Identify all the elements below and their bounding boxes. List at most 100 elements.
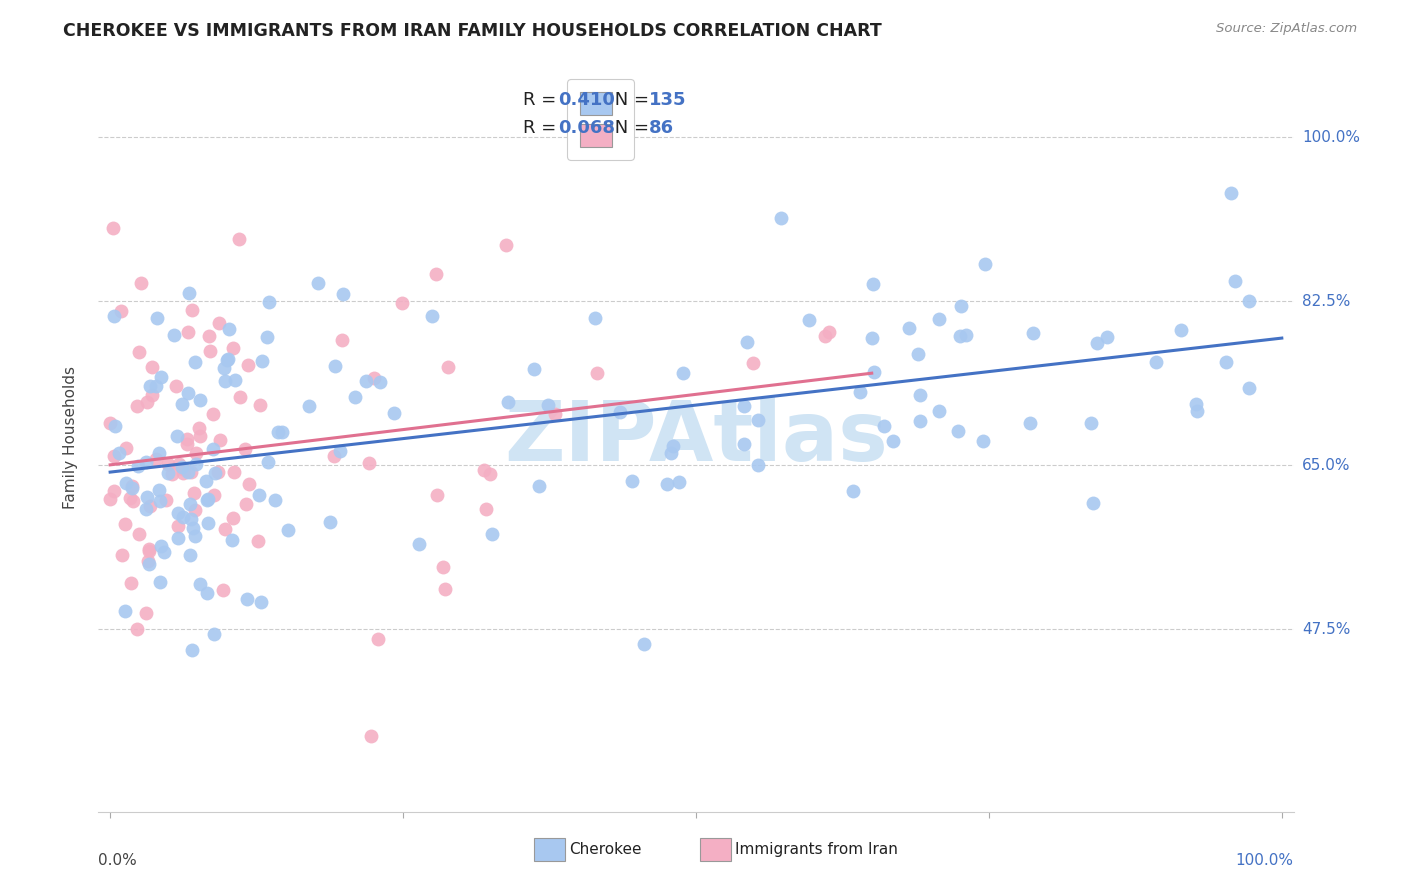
Point xyxy=(128,527,150,541)
Point xyxy=(733,399,755,413)
Point xyxy=(332,287,354,301)
Point xyxy=(498,394,520,409)
Point xyxy=(367,632,389,647)
Point xyxy=(186,457,208,471)
Point xyxy=(114,517,136,532)
Point xyxy=(184,355,207,369)
Point xyxy=(928,311,950,326)
Point xyxy=(863,365,886,379)
Point xyxy=(212,360,235,375)
Point xyxy=(330,333,353,347)
Point xyxy=(733,437,755,451)
Point xyxy=(360,729,382,743)
Point xyxy=(495,237,517,252)
Point xyxy=(363,371,385,385)
Point xyxy=(197,492,219,507)
Point xyxy=(668,475,690,489)
Point xyxy=(620,474,643,488)
Point xyxy=(207,465,229,479)
Point xyxy=(907,347,929,361)
Point xyxy=(247,488,270,502)
Point xyxy=(228,232,250,246)
Point xyxy=(176,466,198,480)
Point xyxy=(120,575,142,590)
Point xyxy=(238,477,260,491)
Point xyxy=(153,545,176,559)
Point xyxy=(741,356,763,370)
Point xyxy=(131,276,153,290)
Point xyxy=(432,559,454,574)
Point xyxy=(849,384,872,399)
Point xyxy=(585,366,607,380)
Point xyxy=(860,331,883,345)
Text: 100.0%: 100.0% xyxy=(1302,130,1360,145)
Point xyxy=(633,637,655,651)
Point xyxy=(177,286,200,301)
Point xyxy=(183,486,205,500)
Point xyxy=(955,328,977,343)
Point xyxy=(1185,397,1208,411)
Point xyxy=(103,449,125,463)
Point xyxy=(114,604,136,618)
Point xyxy=(145,378,167,392)
Point xyxy=(384,406,406,420)
Point xyxy=(103,221,125,235)
Text: 0.0%: 0.0% xyxy=(98,853,138,868)
Point xyxy=(799,312,821,326)
Point xyxy=(125,400,148,414)
Point xyxy=(170,397,193,411)
Point xyxy=(221,511,243,525)
Text: ZIPAtlas: ZIPAtlas xyxy=(503,397,889,477)
Point xyxy=(672,366,695,380)
Point xyxy=(202,488,225,502)
Point xyxy=(974,257,997,271)
Point xyxy=(184,529,207,543)
Point xyxy=(138,379,160,393)
Point xyxy=(217,351,239,366)
Point xyxy=(167,518,190,533)
Point xyxy=(434,582,457,597)
Point xyxy=(224,373,246,387)
Point xyxy=(181,642,204,657)
Point xyxy=(104,418,127,433)
Point xyxy=(814,329,837,343)
Point xyxy=(125,622,148,636)
Point xyxy=(138,558,160,572)
Point xyxy=(1144,354,1167,368)
Point xyxy=(114,441,136,455)
Point xyxy=(298,399,321,413)
Point xyxy=(1187,404,1209,418)
Point xyxy=(180,465,202,479)
Text: 82.5%: 82.5% xyxy=(1302,293,1350,309)
Text: R =: R = xyxy=(523,91,561,109)
Point xyxy=(263,492,285,507)
Point xyxy=(108,446,131,460)
Point xyxy=(141,388,163,402)
Point xyxy=(229,390,252,404)
Point xyxy=(817,325,839,339)
Point xyxy=(141,360,163,375)
Point xyxy=(543,407,565,421)
Text: 65.0%: 65.0% xyxy=(1302,458,1350,473)
Point xyxy=(135,394,157,409)
Point xyxy=(200,343,222,358)
Point xyxy=(323,449,346,463)
Y-axis label: Family Households: Family Households xyxy=(63,366,77,508)
Point xyxy=(1215,355,1237,369)
Point xyxy=(166,531,188,545)
Point xyxy=(235,497,257,511)
Point xyxy=(111,549,134,563)
Point xyxy=(187,421,209,435)
Point xyxy=(172,460,194,475)
Point xyxy=(249,397,271,411)
Point xyxy=(167,458,190,472)
Point xyxy=(172,461,194,475)
Point xyxy=(222,465,245,479)
Point xyxy=(160,467,183,482)
Point xyxy=(537,398,560,412)
Point xyxy=(149,575,172,590)
Point xyxy=(1083,496,1105,510)
Point xyxy=(138,542,160,557)
Point xyxy=(218,322,240,336)
Point xyxy=(188,429,211,443)
